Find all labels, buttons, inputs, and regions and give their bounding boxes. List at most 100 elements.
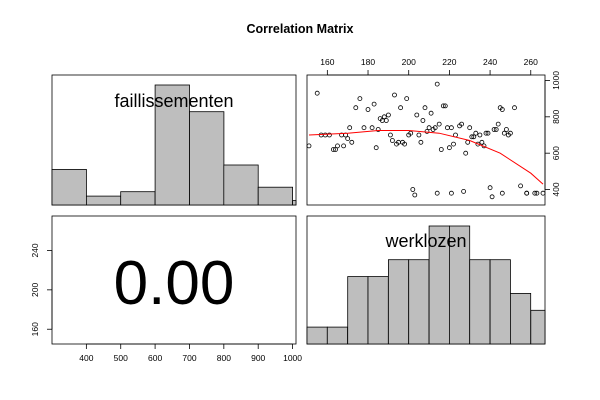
bottom-axis: 400 500 600 700 800 900 1000 [79, 343, 302, 363]
scatter-point [392, 92, 397, 98]
histogram-bar [223, 164, 259, 206]
scatter-point [353, 105, 359, 111]
scatter-point [495, 121, 501, 127]
scatter-point [499, 107, 505, 112]
panel-faillissementen-histogram: faillissementen [51, 74, 297, 206]
tick-label: 160 [30, 322, 40, 336]
scatter-point [463, 150, 469, 156]
scatter-point [381, 114, 387, 120]
panel-correlation: 0.00 160 200 240 400 500 600 700 800 900 1000 [30, 215, 302, 363]
scatter-point [493, 127, 499, 132]
scatter-point [503, 127, 509, 132]
tick-label: 240 [30, 243, 40, 257]
left-axis: 160 200 240 [30, 243, 53, 336]
scatter-point [448, 190, 454, 196]
scatter-point [451, 141, 456, 147]
scatter-point [442, 103, 448, 109]
scatter-point [416, 132, 422, 138]
tick-label: 400 [79, 353, 93, 363]
tick-label: 800 [551, 109, 561, 123]
scatter-points [306, 81, 546, 200]
scatter-point [371, 101, 377, 107]
scatter-point [432, 125, 438, 131]
scatter-point [318, 132, 324, 138]
tick-label: 600 [148, 353, 162, 363]
histogram-bar [367, 276, 389, 345]
histogram-bar [257, 186, 294, 206]
scatter-point [314, 90, 320, 96]
scatter-point [518, 183, 523, 189]
tick-label: 1000 [551, 71, 561, 90]
scatter-point [501, 130, 507, 136]
histogram-bar [347, 276, 369, 345]
scatter-point [424, 128, 430, 134]
scatter-point [487, 185, 493, 191]
scatter-point [369, 125, 375, 131]
scatter-point [469, 134, 475, 140]
scatter-point [322, 132, 328, 138]
scatter-point [365, 107, 371, 112]
right-axis: 400 600 800 1000 [544, 71, 561, 197]
scatter-point [434, 190, 440, 196]
scatter-point [448, 125, 454, 131]
tick-label: 160 [320, 57, 334, 67]
tick-label: 800 [217, 353, 231, 363]
scatter-point [440, 103, 446, 109]
scatter-point [345, 136, 351, 142]
scatter-point [524, 190, 530, 196]
scatter-point [444, 125, 450, 131]
scatter-point [357, 96, 363, 101]
tick-label: 400 [551, 182, 561, 196]
chart-title: Correlation Matrix [247, 22, 354, 36]
scatter-point [532, 190, 538, 196]
scatter-point [446, 145, 452, 151]
scatter-point [306, 143, 312, 149]
scatter-point [485, 130, 491, 136]
tick-label: 200 [402, 57, 416, 67]
histogram-bar [509, 292, 532, 345]
scatter-point [534, 190, 540, 196]
scatter-point [483, 130, 489, 136]
scatter-point [479, 139, 485, 145]
histogram-bar [189, 111, 225, 206]
scatter-point [461, 188, 467, 194]
scatter-point [489, 194, 495, 200]
scatter-point [330, 147, 336, 152]
histogram-bar [51, 168, 87, 206]
histogram-werklozen [306, 225, 546, 345]
scatter-point [387, 132, 393, 138]
histogram-bar [489, 259, 511, 345]
histogram-bar [86, 195, 122, 206]
scatter-point [507, 130, 513, 136]
scatter-point [499, 190, 505, 196]
histogram-bar [530, 309, 546, 345]
tick-label: 1000 [283, 353, 302, 363]
variable-label-faillissementen: faillissementen [114, 91, 233, 111]
tick-label: 260 [524, 57, 538, 67]
scatter-point [428, 110, 434, 116]
scatter-point [404, 96, 410, 101]
scatter-point [459, 121, 465, 127]
top-axis: 160 180 200 220 240 260 [320, 57, 538, 76]
scatter-point [408, 130, 414, 136]
scatter-point [467, 125, 473, 131]
scatter-point [512, 105, 517, 111]
tick-label: 600 [551, 146, 561, 160]
scatter-point [434, 81, 440, 87]
scatter-point [375, 127, 381, 132]
scatter-point [475, 141, 481, 147]
scatter-point [491, 127, 497, 132]
scatter-point [385, 112, 391, 118]
scatter-point [422, 105, 428, 111]
scatter-point [471, 134, 477, 140]
scatter-point [426, 125, 432, 131]
variable-label-werklozen: werklozen [384, 231, 466, 251]
panel-frame [306, 74, 546, 206]
histogram-bar [292, 200, 297, 206]
panel-scatter: 160 180 200 220 240 260 400 600 800 1000 [306, 57, 561, 206]
scatter-point [473, 130, 479, 136]
scatter-point [383, 118, 389, 123]
histogram-bar [408, 259, 430, 345]
tick-label: 240 [483, 57, 497, 67]
